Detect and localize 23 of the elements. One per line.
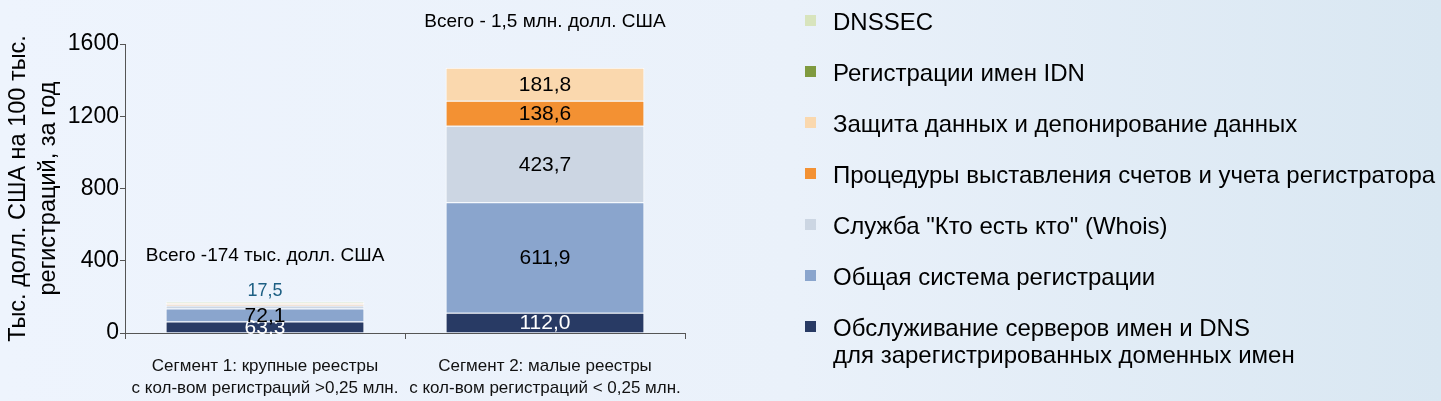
data-label: 17,5 <box>247 279 283 300</box>
legend-label: Процедуры выставления счетов и учета регистратора <box>833 160 1436 188</box>
legend-label: DNSSEC <box>833 7 934 35</box>
y-tick-label: 1200 <box>67 101 119 128</box>
legend-label: Общая система регистрации <box>833 262 1156 290</box>
annotation: Всего - 1,5 млн. долл. США <box>424 10 667 32</box>
y-axis-title: Тыс. долл. США на 100 тыс. регистраций, за год <box>4 35 60 342</box>
data-label: 181,8 <box>518 72 572 96</box>
x-tick-label: Сегмент 1: крупные реестры с кол-вом регистраций >0,25 млн. <box>131 355 399 397</box>
data-label: 423,7 <box>518 151 572 175</box>
legend-label: Служба "Кто есть кто" (Whois) <box>833 211 1168 239</box>
legend-label: Защита данных и депонирование данных <box>833 109 1298 137</box>
y-tick-label: 800 <box>80 173 119 200</box>
y-tick-label: 0 <box>106 318 119 345</box>
legend-label: Обслуживание серверов имен и DNS для зарегистрированных доменных имен <box>833 313 1295 368</box>
y-tick-label: 400 <box>80 246 119 273</box>
data-label: 138,6 <box>518 100 572 124</box>
x-tick-label: Сегмент 2: малые реестры с кол-вом регистраций < 0,25 млн. <box>409 355 681 397</box>
annotation: Всего -174 тыс. долл. США <box>145 243 385 265</box>
y-tick-label: 1600 <box>67 29 119 56</box>
data-label: 611,9 <box>519 245 571 269</box>
data-label: 112,0 <box>519 310 571 334</box>
legend-label: Регистрации имен IDN <box>833 58 1085 86</box>
